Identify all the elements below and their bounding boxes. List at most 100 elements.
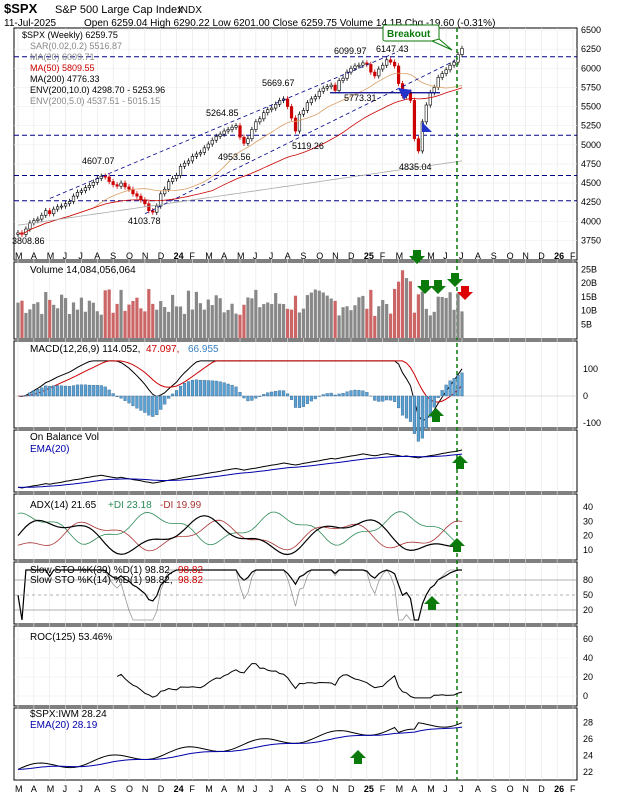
volume-bar (111, 312, 115, 338)
volume-bar (289, 309, 294, 338)
sto-label-2b: 98.82 (178, 575, 203, 586)
volume-bar (119, 289, 123, 338)
time-tick-label-top: M (396, 251, 404, 261)
chart-ohlc: Open 6259.04 High 6290.22 Low 6201.00 Cl… (84, 18, 495, 29)
annotation-low-2: 4103.78 (128, 216, 161, 226)
macd-histogram-bar (309, 395, 313, 402)
time-tick-label-top: J (78, 251, 83, 261)
macd-histogram-bar (79, 384, 83, 397)
time-tick-label-top: J (459, 251, 464, 261)
macd-histogram-bar (91, 385, 95, 397)
price-candle-body (305, 102, 309, 111)
price-candle-body (202, 147, 206, 153)
price-candle-body (389, 59, 393, 63)
time-tick-label-bottom: O (507, 784, 514, 794)
price-candle-body (123, 182, 127, 188)
price-candle-body (48, 210, 52, 215)
volume-bar (63, 298, 68, 338)
volume-bar (444, 297, 448, 338)
macd-histogram-bar (178, 385, 183, 397)
volume-bar (333, 300, 337, 338)
price-candle-body (357, 64, 361, 67)
volume-bar (353, 305, 357, 338)
time-tick-label-bottom: A (94, 784, 100, 794)
price-candle-body (270, 107, 274, 110)
price-candle-body (361, 62, 365, 66)
price-candle-body (79, 190, 84, 193)
chart-name: S&P 500 Large Cap Index (55, 4, 183, 16)
volume-bar (226, 309, 230, 338)
price-candle-body (424, 104, 428, 123)
macd-histogram-bar (416, 395, 420, 442)
price-candle-body (230, 126, 234, 130)
time-tick-label-bottom: M (205, 784, 213, 794)
annotation-high-5: 6147.43 (376, 44, 409, 54)
sto-tick-label: 80 (583, 575, 593, 585)
price-candle-body (313, 96, 317, 100)
volume-bar (79, 297, 84, 338)
time-tick-label-bottom: S (491, 784, 497, 794)
macd-histogram-bar (135, 395, 139, 409)
macd-histogram-bar (286, 393, 290, 397)
price-tick-label: 5500 (581, 102, 601, 112)
macd-histogram-bar (87, 384, 91, 397)
time-tick-label-top: A (221, 251, 227, 261)
price-candle-body (297, 113, 302, 132)
price-candle-body (147, 203, 151, 211)
macd-histogram-bar (321, 394, 325, 397)
macd-histogram-bar (301, 395, 305, 407)
time-tick-label-top: D (158, 251, 165, 261)
macd-histogram-bar (333, 394, 337, 397)
macd-histogram-bar (186, 381, 191, 397)
time-tick-label-bottom: M (237, 784, 245, 794)
volume-bar (428, 315, 432, 338)
macd-histogram-bar (198, 380, 202, 397)
annotation-low-1: 3808.86 (12, 236, 45, 246)
volume-bar (393, 288, 397, 338)
macd-histogram-bar (456, 375, 460, 397)
price-candle-body (428, 92, 432, 106)
legend-price: $SPX (Weekly) 6259.75 (22, 30, 118, 40)
volume-bar (448, 292, 452, 338)
sell-signal-marker (398, 88, 412, 100)
panel-frame-5 (13, 561, 578, 625)
indicator-panels: 5B 10B 15B 20B 25B 100 0 -100 40 30 20 10 80 50 20 60 40… (14, 250, 601, 777)
macd-tick-label: -100 (583, 418, 601, 428)
macd-histogram-bar (293, 395, 298, 408)
price-candle-body (293, 117, 298, 132)
price-candle-body (190, 156, 195, 162)
volume-bar (238, 314, 242, 338)
macd-histogram-bar (325, 393, 329, 397)
price-candle-body (163, 188, 167, 195)
price-candle-body (412, 100, 417, 140)
time-tick-label-top: D (538, 251, 545, 261)
price-candle-body (408, 91, 413, 101)
time-tick-label-top: 26 (554, 251, 564, 261)
price-candle-body (99, 175, 103, 179)
price-candle-body (353, 65, 357, 69)
macd-histogram-bar (297, 395, 302, 408)
macd-histogram-bar (159, 395, 163, 410)
macd-histogram-bar (60, 385, 64, 397)
volume-tick-label: 15B (581, 292, 597, 302)
macd-histogram-bar (210, 380, 214, 397)
roc-tick-label: 40 (583, 653, 593, 663)
sto-arrow (424, 596, 440, 610)
macd-histogram-bar (115, 395, 119, 397)
time-tick-label-top: S (491, 251, 497, 261)
volume-bar (325, 295, 329, 338)
macd-histogram-bar (147, 395, 151, 416)
ma200-line (17, 160, 463, 226)
volume-bar (389, 313, 393, 338)
macd-histogram-bar (175, 390, 179, 397)
volume-tick-label: 5B (581, 319, 592, 329)
volume-bar (198, 303, 202, 338)
time-tick-label-bottom: A (475, 784, 481, 794)
macd-histogram-bar (270, 391, 274, 397)
price-candle-body (325, 86, 329, 89)
volume-bar (404, 278, 409, 338)
sto-tick-label: 20 (583, 605, 593, 615)
ratio-line (17, 722, 463, 770)
macd-histogram-bar (238, 392, 242, 397)
volume-tick-label: 20B (581, 278, 597, 288)
